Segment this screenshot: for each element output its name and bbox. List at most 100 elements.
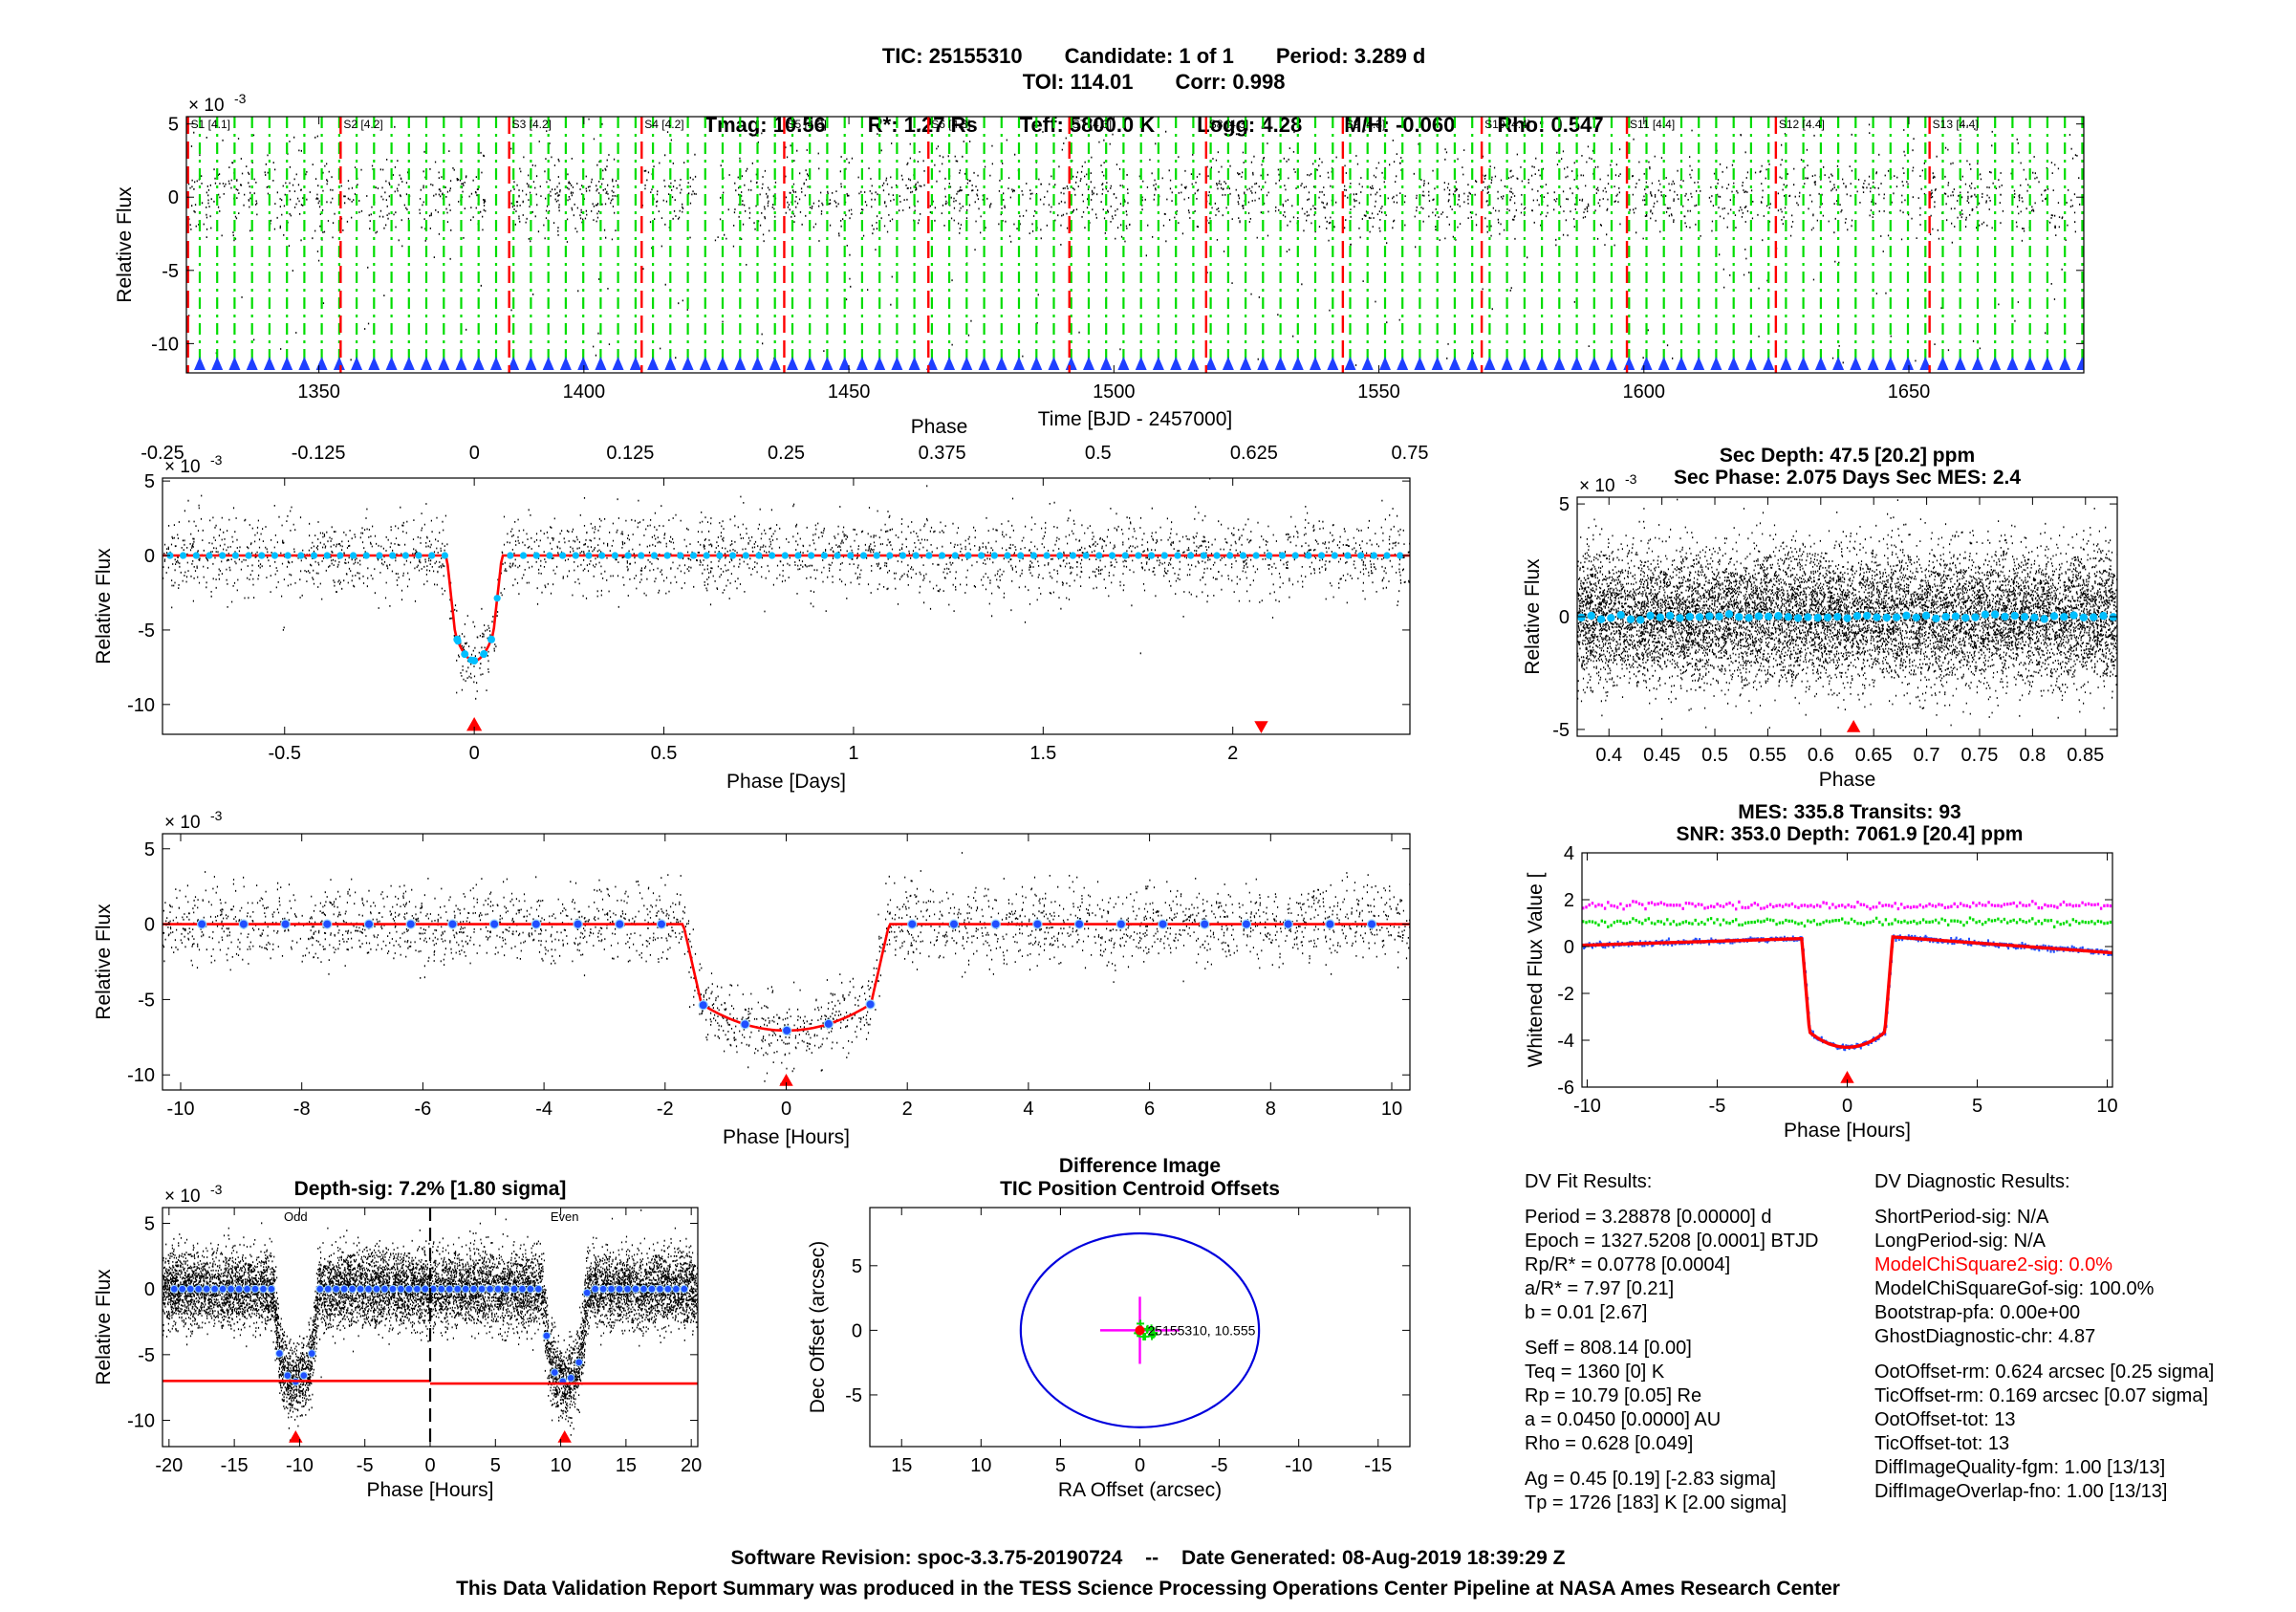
binned-point bbox=[1596, 615, 1606, 623]
binned-point bbox=[1724, 610, 1734, 619]
dv-diag-lines: ShortPeriod-sig: N/A LongPeriod-sig: N/A M… bbox=[1874, 1206, 2214, 1504]
binned-point bbox=[1735, 613, 1744, 621]
x-tick-label: 0.75 bbox=[1961, 745, 1999, 766]
binned-point bbox=[1882, 613, 1892, 622]
sector-label: S3 [4.2] bbox=[512, 118, 552, 131]
binned-point bbox=[769, 552, 776, 559]
binned-point bbox=[899, 552, 907, 559]
x-tick-label: -10 bbox=[167, 1099, 195, 1120]
dv-diag-line: Bootstrap-pfa: 0.00e+00 bbox=[1874, 1302, 2081, 1323]
odd-even-yexp-power: -3 bbox=[210, 1182, 223, 1197]
binned-point bbox=[650, 552, 659, 559]
binned-point bbox=[558, 552, 567, 559]
binned-point bbox=[886, 552, 894, 559]
sector-label: S8 [4.3] bbox=[1209, 118, 1248, 131]
binned-point bbox=[781, 552, 789, 559]
binned-point bbox=[1744, 613, 1753, 622]
x-tick-label: 0 bbox=[424, 1455, 435, 1476]
binned-point bbox=[243, 1284, 251, 1294]
binned-point bbox=[227, 1284, 235, 1294]
binned-point bbox=[1626, 615, 1635, 623]
y-tick-label: 0 bbox=[144, 546, 155, 567]
binned-point bbox=[703, 552, 710, 559]
x-tick-label: 10 bbox=[550, 1455, 571, 1476]
whitened-flux-series bbox=[1582, 934, 2112, 1052]
y-tick-label: 0 bbox=[168, 187, 179, 208]
secondary-axes: 0.4 0.45 0.5 0.55 0.6 0.65 0.7 0.75 0.8 0.85 5 0 -5 P… bbox=[1522, 471, 2118, 791]
x-tick-label: 0.4 bbox=[1595, 745, 1622, 766]
binned-point bbox=[507, 552, 514, 559]
top-x-tick-label: 0.625 bbox=[1230, 443, 1278, 464]
binned-point bbox=[447, 919, 458, 929]
binned-point bbox=[1252, 552, 1260, 559]
binned-point bbox=[1069, 552, 1077, 559]
binned-point bbox=[631, 1284, 640, 1294]
phase-folded-points bbox=[162, 478, 1410, 700]
sector-label: S10 [4.4] bbox=[1484, 118, 1530, 131]
dv-diag-line: DiffImageQuality-fgm: 1.00 [13/13] bbox=[1874, 1457, 2166, 1478]
x-tick-label: -5 bbox=[1211, 1455, 1228, 1476]
binned-point bbox=[1607, 614, 1615, 622]
binned-point bbox=[1793, 614, 1803, 622]
binned-point bbox=[428, 552, 436, 559]
binned-point bbox=[469, 1284, 478, 1294]
binned-point bbox=[441, 552, 449, 559]
binned-point bbox=[1932, 614, 1940, 622]
binned-point bbox=[531, 919, 542, 929]
binned-point bbox=[362, 552, 370, 559]
binned-point bbox=[1577, 613, 1586, 622]
binned-point bbox=[284, 552, 292, 559]
binned-point bbox=[413, 1284, 422, 1294]
binned-point bbox=[307, 1349, 316, 1358]
binned-point bbox=[808, 552, 815, 559]
binned-point bbox=[1266, 552, 1273, 559]
x-tick-label: 0.5 bbox=[651, 743, 678, 764]
binned-point bbox=[437, 1284, 446, 1294]
centroid-ylabel: Dec Offset (arcsec) bbox=[807, 1241, 829, 1414]
binned-point bbox=[1291, 552, 1299, 559]
binned-point bbox=[2001, 612, 2009, 621]
binned-point bbox=[299, 1371, 309, 1380]
binned-point bbox=[1147, 552, 1156, 559]
binned-point bbox=[1397, 552, 1404, 559]
dv-diag-line: LongPeriod-sig: N/A bbox=[1874, 1231, 2046, 1252]
x-tick-label: 0.55 bbox=[1749, 745, 1787, 766]
y-tick-label: -5 bbox=[1552, 720, 1570, 741]
binned-point bbox=[1843, 614, 1852, 622]
binned-point bbox=[566, 1373, 575, 1383]
dv-diag-line: ShortPeriod-sig: N/A bbox=[1874, 1207, 2049, 1228]
binned-point bbox=[1317, 552, 1326, 559]
transit-zoom-yexp-power: -3 bbox=[210, 808, 223, 823]
sector-label: S4 [4.2] bbox=[644, 118, 683, 131]
binned-point bbox=[2040, 615, 2048, 623]
full-lc-frame bbox=[185, 116, 2085, 374]
binned-point bbox=[794, 552, 802, 559]
dv-fit-line: a = 0.0450 [0.0000] AU bbox=[1525, 1409, 1722, 1430]
binned-point bbox=[551, 1368, 559, 1377]
phase-folded-top-xlabel: Phase bbox=[911, 416, 968, 438]
binned-point bbox=[388, 1284, 398, 1294]
binned-point bbox=[1616, 610, 1625, 620]
secondary-xlabel: Phase bbox=[1819, 769, 1876, 791]
binned-point bbox=[2060, 613, 2069, 621]
binned-point bbox=[1646, 611, 1655, 621]
odd-label: Odd bbox=[284, 1209, 308, 1224]
x-tick-label: 6 bbox=[1144, 1099, 1155, 1120]
y-tick-label: -2 bbox=[1557, 984, 1574, 1005]
binned-point bbox=[1056, 552, 1064, 559]
binned-point bbox=[925, 552, 933, 559]
binned-point bbox=[2079, 613, 2089, 621]
binned-point bbox=[1082, 552, 1090, 559]
binned-point bbox=[1587, 611, 1595, 621]
binned-point bbox=[364, 1284, 373, 1294]
phase-folded-ylabel: Relative Flux bbox=[93, 548, 115, 664]
binned-point bbox=[534, 1284, 543, 1294]
binned-point bbox=[480, 650, 488, 659]
binned-point bbox=[1695, 613, 1704, 621]
x-tick-label: -5 bbox=[1709, 1096, 1726, 1117]
full-lc-points bbox=[187, 118, 2081, 366]
binned-point bbox=[238, 919, 249, 929]
binned-point bbox=[1921, 611, 1931, 621]
header-line-1: TIC: 25155310 Candidate: 1 of 1 Period: 3.… bbox=[0, 19, 2296, 69]
binned-point bbox=[421, 1284, 430, 1294]
